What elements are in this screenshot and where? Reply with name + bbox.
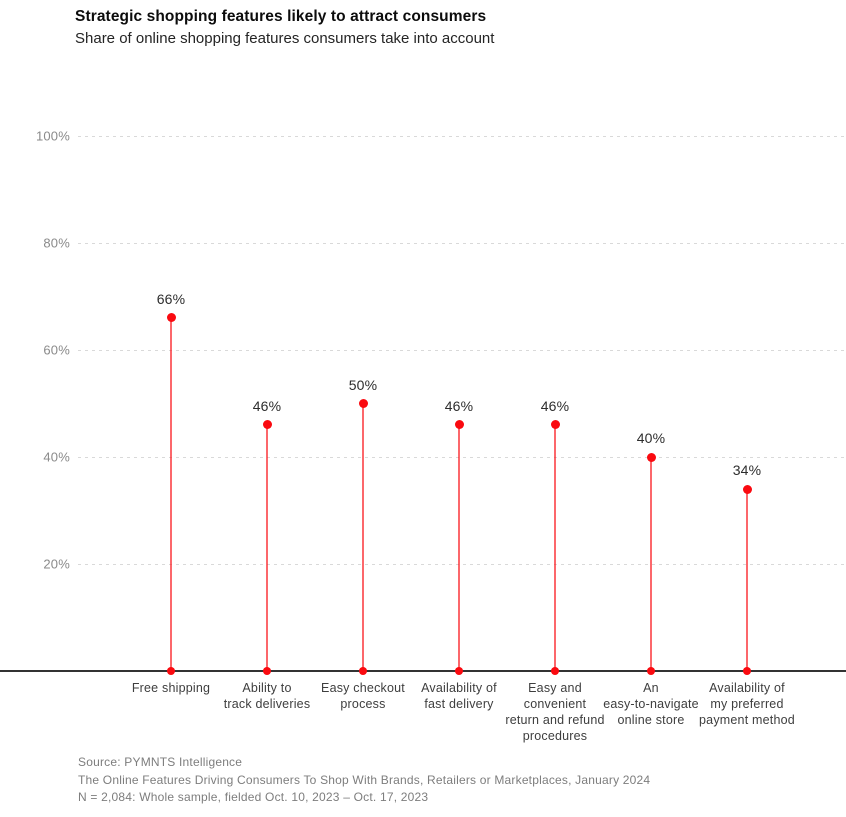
stem-top-dot	[646, 452, 656, 462]
gridline-40	[78, 457, 846, 458]
gridline-80	[78, 243, 846, 244]
category-label-line: my preferred	[710, 697, 784, 711]
category-label-line: procedures	[522, 729, 588, 743]
category-label: An easy-to-navigate online store	[576, 680, 726, 728]
category-label: Easy checkout process	[288, 680, 438, 712]
category-label-line: track deliveries	[223, 697, 311, 711]
stem	[746, 489, 748, 671]
footnote-source: Source: PYMNTS Intelligence	[78, 755, 243, 769]
stem	[170, 317, 172, 671]
stem-base-dot	[455, 667, 463, 675]
stem-top-dot	[262, 420, 272, 430]
stem-base-dot	[647, 667, 655, 675]
category-label-line: Easy checkout	[321, 681, 405, 695]
gridline-20	[78, 564, 846, 565]
value-label: 46%	[540, 397, 570, 414]
gridline-60	[78, 350, 846, 351]
stem-top-dot	[550, 420, 560, 430]
value-label: 40%	[636, 430, 666, 446]
category-label-line: Ability to	[242, 681, 292, 695]
value-label: 50%	[348, 376, 378, 393]
y-tick-label: 80%	[43, 235, 70, 251]
footnote-report: The Online Features Driving Consumers To…	[78, 772, 651, 787]
y-tick-label: 60%	[43, 342, 70, 358]
footnote-sample: N = 2,084: Whole sample, fielded Oct. 10…	[78, 790, 429, 804]
value-label: 46%	[252, 397, 282, 414]
stem	[266, 424, 268, 671]
category-label: Availability of fast delivery	[384, 680, 534, 712]
y-tick-label: 100%	[35, 128, 70, 144]
stem-top-dot	[742, 484, 752, 494]
category-label-line: process	[340, 697, 386, 711]
chart-title: Strategic shopping features likely to at…	[75, 8, 487, 25]
stem-base-dot	[743, 667, 751, 675]
x-axis-line	[0, 670, 846, 672]
category-label: Easy and convenient return and refund proce…	[480, 680, 630, 744]
category-label: Ability to track deliveries	[192, 680, 342, 712]
category-label-line: easy-to-navigate	[603, 697, 699, 711]
category-label: Availability of my preferred payment metho…	[672, 680, 822, 728]
category-label-line: Availability of	[421, 681, 497, 695]
category-label-line: An	[643, 681, 659, 695]
stem	[554, 424, 556, 671]
category-label: Free shipping	[96, 680, 246, 696]
stem-top-dot	[166, 313, 176, 323]
y-tick-label: 40%	[43, 449, 70, 465]
category-label-line: Easy and	[528, 681, 582, 695]
stem-top-dot	[358, 399, 368, 408]
stem-top-dot	[454, 420, 464, 430]
stem-base-dot	[167, 667, 175, 675]
category-label-line: return and refund	[505, 713, 605, 727]
chart-footnotes: Source: PYMNTS Intelligence The Online F…	[78, 754, 650, 807]
stem-base-dot	[359, 667, 367, 675]
stem-base-dot	[263, 667, 271, 675]
stem	[458, 424, 460, 671]
gridline-100	[78, 136, 846, 137]
category-label-line: fast delivery	[424, 697, 494, 711]
category-label-line: payment method	[699, 713, 795, 727]
y-tick-label: 20%	[43, 556, 70, 572]
category-label-line: Availability of	[709, 681, 785, 695]
chart-subtitle: Share of online shopping features consum…	[75, 30, 495, 47]
category-label-line: online store	[617, 713, 685, 727]
stem	[362, 403, 364, 671]
value-label: 34%	[732, 462, 762, 479]
category-label-line: convenient	[523, 697, 587, 711]
stem	[650, 457, 652, 671]
category-label-line: Free shipping	[131, 681, 211, 695]
stem-base-dot	[551, 667, 559, 675]
value-label: 66%	[156, 290, 186, 307]
value-label: 46%	[444, 397, 474, 414]
chart-header: Strategic shopping features likely to at…	[75, 8, 494, 47]
